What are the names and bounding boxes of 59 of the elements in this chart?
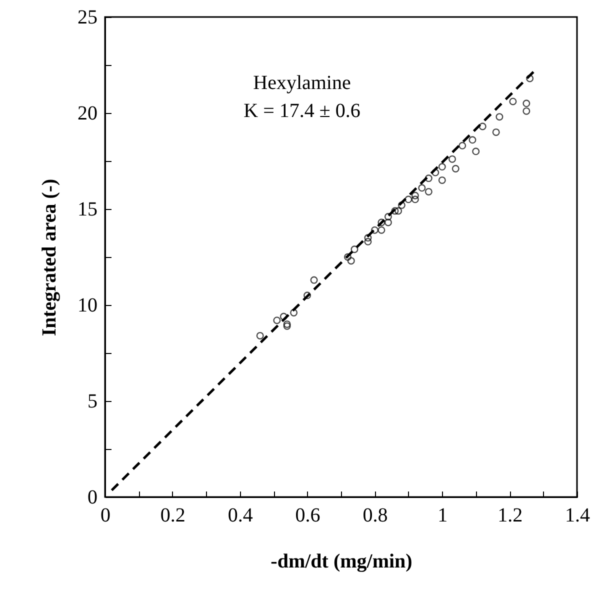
x-tick-label: 1.4 — [565, 504, 590, 526]
point — [391, 207, 399, 215]
point — [411, 196, 419, 204]
point — [370, 226, 378, 234]
x-tick-label: 0.2 — [160, 504, 186, 526]
point — [283, 322, 291, 330]
y-tick-label: 0 — [88, 486, 98, 508]
point — [492, 128, 500, 136]
x-tick-label: 0.4 — [228, 504, 253, 526]
point — [452, 164, 460, 172]
point — [364, 238, 372, 246]
y-tick-label: 15 — [78, 198, 98, 220]
point — [394, 207, 402, 215]
x-tick-label: 0.6 — [295, 504, 320, 526]
point — [458, 142, 466, 150]
point — [273, 316, 281, 324]
point — [364, 234, 372, 242]
x-tick-label: 1 — [438, 504, 448, 526]
point — [350, 246, 358, 254]
point — [438, 176, 446, 184]
annotation: Hexylamine — [253, 72, 351, 94]
point — [378, 226, 386, 234]
x-tick-label: 1.2 — [498, 504, 523, 526]
point — [280, 312, 288, 320]
point — [522, 107, 530, 115]
point — [478, 122, 486, 130]
point — [304, 292, 312, 300]
point — [378, 218, 386, 226]
point — [283, 320, 291, 328]
x-axis-title: -dm/dt (mg/min) — [270, 550, 412, 572]
point — [256, 332, 264, 340]
point — [411, 192, 419, 200]
point — [290, 308, 298, 316]
point — [438, 163, 446, 171]
point — [347, 257, 355, 265]
point — [509, 98, 517, 106]
point — [344, 253, 352, 261]
point — [424, 188, 432, 196]
annotation: K = 17.4 ± 0.6 — [244, 100, 360, 122]
point — [472, 148, 480, 156]
point — [496, 113, 504, 121]
point — [432, 168, 440, 176]
point — [424, 174, 432, 182]
point — [418, 184, 426, 192]
y-tick-label: 25 — [78, 6, 98, 28]
point — [310, 276, 318, 284]
point — [384, 212, 392, 220]
point — [404, 196, 412, 204]
point — [398, 201, 406, 209]
y-tick-label: 5 — [88, 390, 98, 412]
y-tick-label: 20 — [78, 102, 98, 124]
y-tick-label: 10 — [78, 294, 98, 316]
point — [448, 155, 456, 163]
point — [526, 74, 534, 82]
point — [522, 100, 530, 108]
y-axis-title: Integrated area (-) — [38, 178, 60, 336]
point — [468, 136, 476, 144]
x-tick-label: 0.8 — [362, 504, 388, 526]
point — [384, 218, 392, 226]
